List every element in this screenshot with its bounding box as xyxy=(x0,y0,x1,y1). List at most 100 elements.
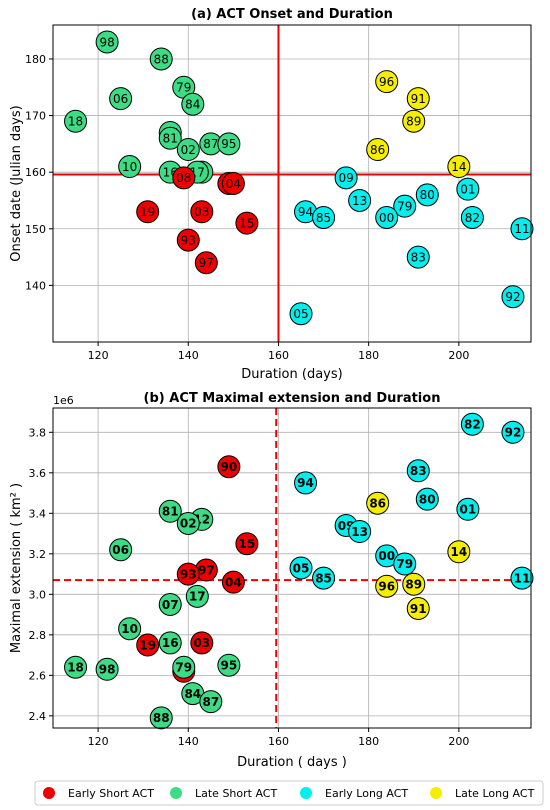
point-marker xyxy=(109,87,133,111)
y-tick-label: 3.6 xyxy=(29,467,47,480)
data-point-11: 11 xyxy=(510,217,534,241)
data-point-16: 16 xyxy=(158,631,182,655)
point-label: 13 xyxy=(351,525,368,539)
x-tick-label: 120 xyxy=(88,735,109,748)
point-label: 94 xyxy=(298,205,313,219)
legend-marker xyxy=(300,787,312,799)
data-point-07: 07 xyxy=(158,592,182,616)
point-marker xyxy=(190,200,214,224)
point-label: 84 xyxy=(185,98,200,112)
data-point-98: 98 xyxy=(95,30,119,54)
legend-marker xyxy=(170,787,182,799)
data-point-96: 96 xyxy=(375,70,399,94)
point-label: 90 xyxy=(221,460,238,474)
y-tick-label: 150 xyxy=(25,223,46,236)
data-point-11: 11 xyxy=(510,566,534,590)
point-label: 79 xyxy=(175,661,192,675)
data-point-90: 90 xyxy=(217,455,241,479)
y-tick-label: 3.8 xyxy=(29,426,47,439)
point-marker xyxy=(118,617,142,641)
point-marker xyxy=(510,217,534,241)
point-label: 93 xyxy=(181,233,196,247)
point-marker xyxy=(366,491,390,515)
point-marker xyxy=(172,655,196,679)
axes-frame xyxy=(52,407,532,729)
point-label: 98 xyxy=(99,35,114,49)
data-point-98: 98 xyxy=(95,657,119,681)
data-point-05: 05 xyxy=(289,556,313,580)
point-marker xyxy=(95,30,119,54)
point-marker xyxy=(406,87,430,111)
point-label: 16 xyxy=(162,636,179,650)
data-point-91: 91 xyxy=(406,597,430,621)
data-point-79: 79 xyxy=(172,655,196,679)
point-marker xyxy=(136,633,160,657)
point-label: 02 xyxy=(181,143,196,157)
data-point-97: 97 xyxy=(194,558,218,582)
point-marker xyxy=(194,251,218,275)
data-point-96: 96 xyxy=(375,574,399,598)
point-label: 83 xyxy=(410,464,427,478)
point-marker xyxy=(456,497,480,521)
point-marker xyxy=(136,200,160,224)
x-tick-label: 180 xyxy=(358,735,379,748)
point-marker xyxy=(221,172,245,195)
legend: Early Short ACT Late Short ACT Early Long … xyxy=(34,780,544,806)
point-marker xyxy=(158,126,182,150)
data-point-09: 09 xyxy=(334,166,358,190)
data-point-08: 08 xyxy=(172,166,196,190)
y-tick-label: 160 xyxy=(25,166,46,179)
chart-title: (b) ACT Maximal extension and Duration xyxy=(144,391,441,406)
point-label: 06 xyxy=(113,92,128,106)
point-label: 15 xyxy=(239,537,256,551)
x-tick-label: 200 xyxy=(448,735,469,748)
point-label: 18 xyxy=(68,115,83,129)
data-point-88: 88 xyxy=(149,706,173,730)
data-point-17: 17 xyxy=(185,584,209,608)
data-point-14: 14 xyxy=(447,540,471,564)
data-point-93: 93 xyxy=(176,562,200,586)
legend-marker xyxy=(430,787,442,799)
point-label: 00 xyxy=(378,549,395,563)
data-point-10: 10 xyxy=(118,155,142,179)
x-tick-label: 160 xyxy=(268,735,289,748)
data-point-93: 93 xyxy=(176,228,200,252)
data-point-06: 06 xyxy=(109,87,133,111)
data-point-86: 86 xyxy=(366,138,390,162)
point-marker xyxy=(406,459,430,483)
point-label: 82 xyxy=(465,211,480,225)
data-point-83: 83 xyxy=(406,245,430,269)
point-label: 91 xyxy=(411,92,426,106)
x-axis-label: Duration (days) xyxy=(241,367,342,382)
y-tick-label: 140 xyxy=(25,279,46,292)
point-label: 11 xyxy=(514,571,531,585)
data-point-82: 82 xyxy=(460,205,484,229)
point-marker xyxy=(460,205,484,229)
data-point-18: 18 xyxy=(64,655,88,679)
data-point-95: 95 xyxy=(217,653,241,677)
point-marker xyxy=(176,138,200,162)
point-label: 86 xyxy=(370,143,385,157)
data-point-10: 10 xyxy=(118,617,142,641)
data-point-91: 91 xyxy=(406,87,430,111)
point-label: 88 xyxy=(154,52,169,66)
point-marker xyxy=(109,538,133,562)
point-marker xyxy=(312,205,336,229)
point-label: 79 xyxy=(396,557,413,571)
point-label: 83 xyxy=(411,250,426,264)
point-marker xyxy=(375,70,399,94)
data-point-89: 89 xyxy=(402,109,426,133)
point-label: 81 xyxy=(163,132,178,146)
point-marker xyxy=(158,592,182,616)
panel-a-onset-duration: 9888790684180781879502101612170890041903… xyxy=(9,7,534,382)
legend-frame xyxy=(34,780,544,806)
point-marker xyxy=(158,499,182,523)
data-point-04: 04 xyxy=(221,172,245,195)
legend-label: Early Short ACT xyxy=(68,787,154,800)
data-point-03: 03 xyxy=(190,631,214,655)
data-point-00: 00 xyxy=(375,544,399,568)
legend-item-late-long: Late Long ACT xyxy=(430,787,535,800)
point-marker xyxy=(402,109,426,133)
point-marker xyxy=(447,540,471,564)
